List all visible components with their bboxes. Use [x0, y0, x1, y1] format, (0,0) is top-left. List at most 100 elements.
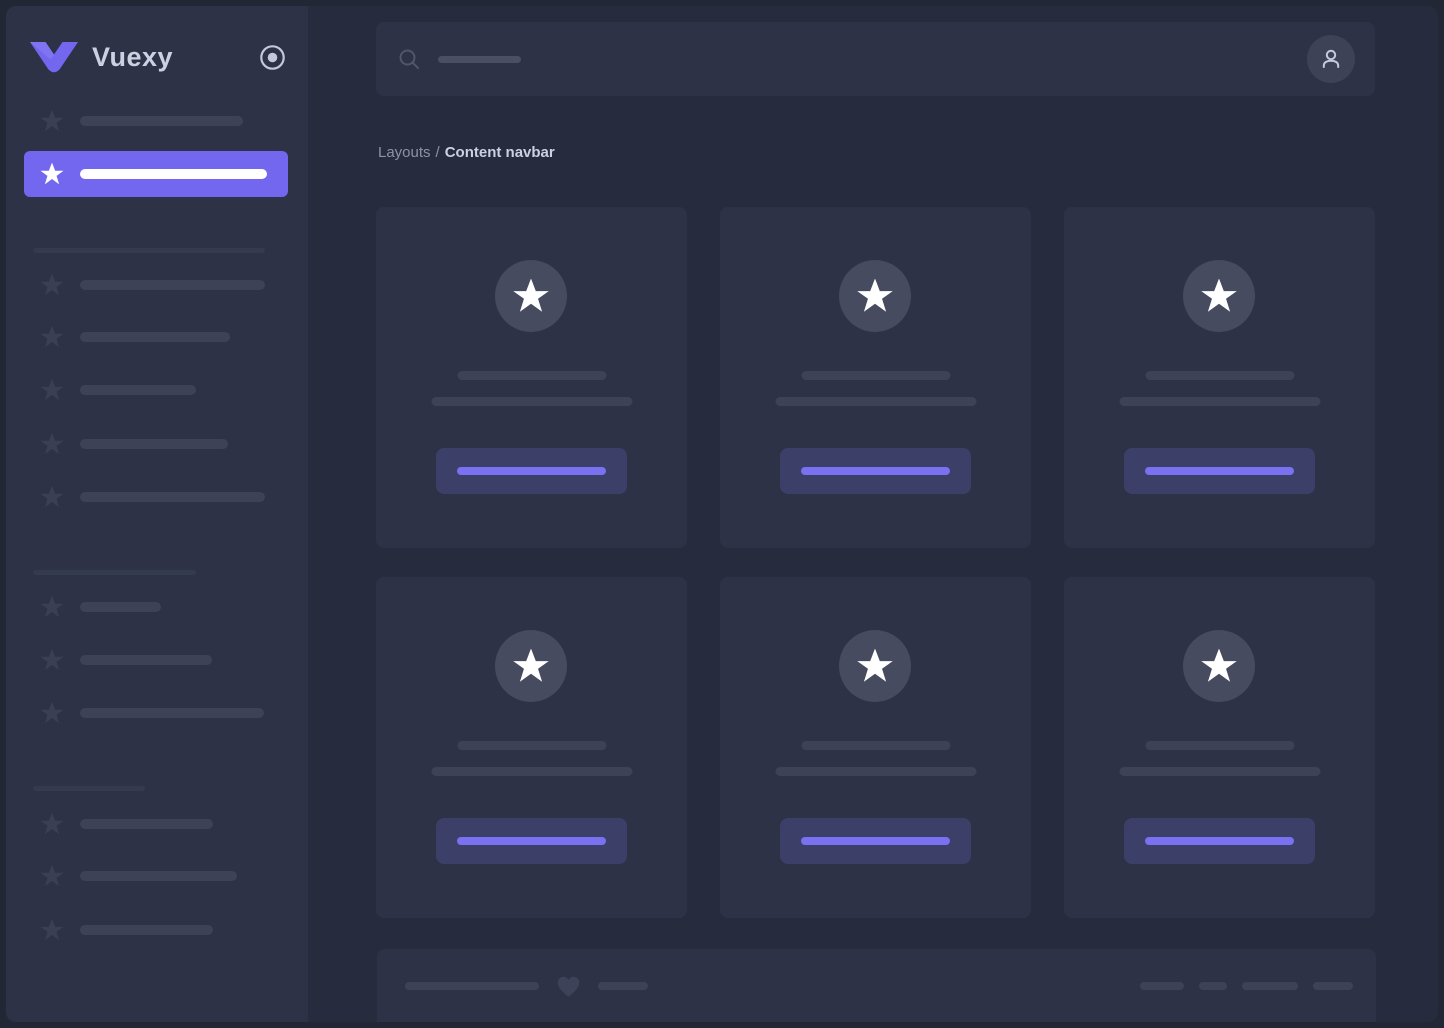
sidebar-item-label-bar	[80, 169, 267, 179]
star-icon	[40, 595, 64, 618]
person-icon	[1322, 49, 1340, 68]
sidebar-item-label-bar	[80, 332, 230, 342]
demo-card	[1064, 577, 1375, 918]
demo-card	[376, 207, 687, 548]
search-input[interactable]	[398, 48, 521, 70]
star-icon	[40, 701, 64, 724]
footer-link-bar	[1313, 981, 1353, 990]
demo-card	[376, 577, 687, 918]
sidebar-item[interactable]	[24, 648, 288, 672]
sidebar-item[interactable]	[24, 485, 288, 509]
sidebar-item[interactable]	[24, 325, 288, 349]
star-icon	[40, 918, 64, 941]
search-placeholder-bar	[438, 55, 521, 63]
sidebar-item[interactable]	[24, 273, 288, 297]
breadcrumb-section[interactable]: Layouts	[378, 144, 431, 161]
card-text-bar	[775, 767, 976, 776]
sidebar: Vuexy	[6, 6, 308, 1022]
star-icon	[513, 278, 549, 312]
card-avatar	[495, 260, 567, 332]
sidebar-item-active[interactable]	[24, 151, 288, 197]
card-button-label-bar	[457, 467, 606, 475]
card-avatar	[495, 630, 567, 702]
star-icon	[1201, 648, 1237, 682]
demo-card	[720, 207, 1031, 548]
star-icon	[40, 812, 64, 835]
card-title-bar	[457, 741, 606, 750]
footer-link-bar	[1199, 981, 1227, 990]
card-button[interactable]	[1124, 818, 1315, 864]
star-icon	[40, 325, 64, 348]
card-button[interactable]	[436, 448, 627, 494]
sidebar-item-label-bar	[80, 385, 196, 395]
sidebar-item-label-bar	[80, 708, 264, 718]
card-title-bar	[1145, 371, 1294, 380]
sidebar-item-label-bar	[80, 492, 265, 502]
sidebar-item[interactable]	[24, 109, 288, 133]
card-button[interactable]	[780, 818, 971, 864]
footer-text-bar	[405, 981, 539, 990]
card-text-bar	[1119, 767, 1320, 776]
sidebar-section-header-bar	[33, 570, 196, 575]
card-avatar	[1183, 630, 1255, 702]
sidebar-item-label-bar	[80, 602, 161, 612]
breadcrumb: Layouts / Content navbar	[378, 144, 555, 161]
card-text-bar	[1119, 397, 1320, 406]
demo-card	[1064, 207, 1375, 548]
star-icon	[40, 432, 64, 455]
vuexy-v-logo-icon	[30, 41, 78, 72]
sidebar-item-label-bar	[80, 655, 212, 665]
card-grid	[376, 207, 1375, 918]
star-icon	[40, 864, 64, 887]
star-icon	[40, 648, 64, 671]
sidebar-section-header-bar	[33, 248, 265, 253]
sidebar-item-label-bar	[80, 925, 213, 935]
card-text-bar	[431, 397, 632, 406]
star-icon	[1201, 278, 1237, 312]
heart-icon	[557, 976, 580, 997]
star-icon	[40, 378, 64, 401]
sidebar-item[interactable]	[24, 701, 288, 725]
sidebar-item[interactable]	[24, 812, 288, 836]
footer-link-bar	[1242, 981, 1298, 990]
sidebar-section-header-bar	[33, 786, 145, 791]
card-button-label-bar	[457, 837, 606, 845]
user-avatar-button[interactable]	[1307, 35, 1355, 83]
star-icon	[857, 278, 893, 312]
breadcrumb-current: Content navbar	[444, 144, 555, 161]
card-button[interactable]	[1124, 448, 1315, 494]
footer	[377, 949, 1376, 1022]
footer-left-group	[405, 973, 648, 998]
app-window: Vuexy	[6, 6, 1438, 1022]
sidebar-item[interactable]	[24, 918, 288, 942]
footer-text-bar	[598, 981, 648, 990]
sidebar-collapse-toggle[interactable]	[259, 44, 286, 71]
sidebar-item[interactable]	[24, 378, 288, 402]
star-icon	[40, 273, 64, 296]
brand-name: Vuexy	[92, 41, 174, 72]
sidebar-item[interactable]	[24, 864, 288, 888]
footer-right-group	[1140, 981, 1353, 990]
sidebar-item-label-bar	[80, 280, 265, 290]
demo-card	[720, 577, 1031, 918]
card-title-bar	[1145, 741, 1294, 750]
star-icon	[857, 648, 893, 682]
record-circle-icon	[260, 44, 285, 70]
sidebar-item-label-bar	[80, 871, 237, 881]
sidebar-item-label-bar	[80, 439, 228, 449]
top-navbar	[376, 22, 1375, 96]
card-button-label-bar	[801, 467, 950, 475]
card-avatar	[1183, 260, 1255, 332]
card-button-label-bar	[1145, 837, 1294, 845]
card-title-bar	[801, 741, 950, 750]
star-icon	[40, 485, 64, 508]
brand-row: Vuexy	[29, 39, 286, 75]
footer-link-bar	[1140, 981, 1184, 990]
sidebar-nav	[6, 6, 308, 1022]
sidebar-item[interactable]	[24, 595, 288, 619]
card-avatar	[839, 630, 911, 702]
sidebar-item-label-bar	[80, 116, 243, 126]
card-button[interactable]	[780, 448, 971, 494]
sidebar-item[interactable]	[24, 432, 288, 456]
card-button[interactable]	[436, 818, 627, 864]
